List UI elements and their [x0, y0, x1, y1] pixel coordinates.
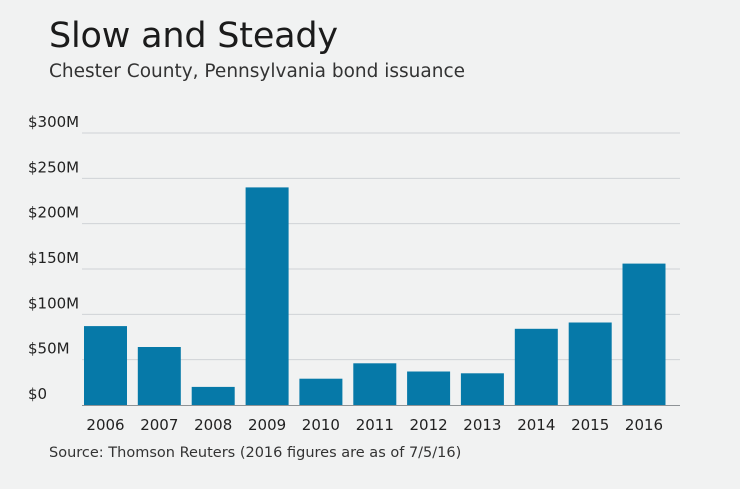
source-note: Source: Thomson Reuters (2016 figures ar… [49, 445, 462, 461]
bar-2006 [84, 326, 127, 405]
y-tick-label: $150M [28, 249, 79, 267]
y-tick-label: $300M [28, 113, 79, 131]
bar-2010 [299, 378, 343, 405]
x-tick-label: 2014 [517, 416, 555, 434]
y-tick-label: $50M [28, 340, 70, 358]
chart-title: Slow and Steady [49, 16, 338, 56]
bar-2015 [568, 322, 612, 405]
x-tick-label: 2011 [356, 416, 394, 434]
chart-subtitle: Chester County, Pennsylvania bond issuan… [49, 61, 466, 82]
y-tick-label: $250M [28, 158, 79, 176]
y-tick-label: $200M [28, 204, 79, 222]
bar-2016 [622, 263, 666, 405]
x-tick-label: 2008 [194, 416, 232, 434]
y-axis-ticks: $0 $50M $100M $150M $200M $250M $300M [28, 113, 79, 403]
bars [84, 187, 666, 405]
bar-2011 [353, 363, 397, 405]
bar-2008 [191, 386, 235, 405]
bar-2009 [245, 187, 289, 405]
x-axis-ticks: 2006 2007 2008 2009 2010 2011 2012 2013 2014 2015… [86, 416, 663, 434]
x-tick-label: 2010 [302, 416, 340, 434]
bar-2014 [514, 328, 558, 405]
x-tick-label: 2012 [410, 416, 448, 434]
y-tick-label: $0 [28, 385, 47, 403]
x-tick-label: 2016 [625, 416, 663, 434]
x-tick-label: 2006 [86, 416, 124, 434]
x-tick-label: 2007 [140, 416, 178, 434]
y-tick-label: $100M [28, 294, 79, 312]
bar-2012 [407, 371, 451, 405]
bar-2007 [137, 347, 181, 405]
bar-2013 [460, 373, 504, 405]
x-tick-label: 2009 [248, 416, 286, 434]
x-tick-label: 2015 [571, 416, 609, 434]
x-tick-label: 2013 [463, 416, 501, 434]
